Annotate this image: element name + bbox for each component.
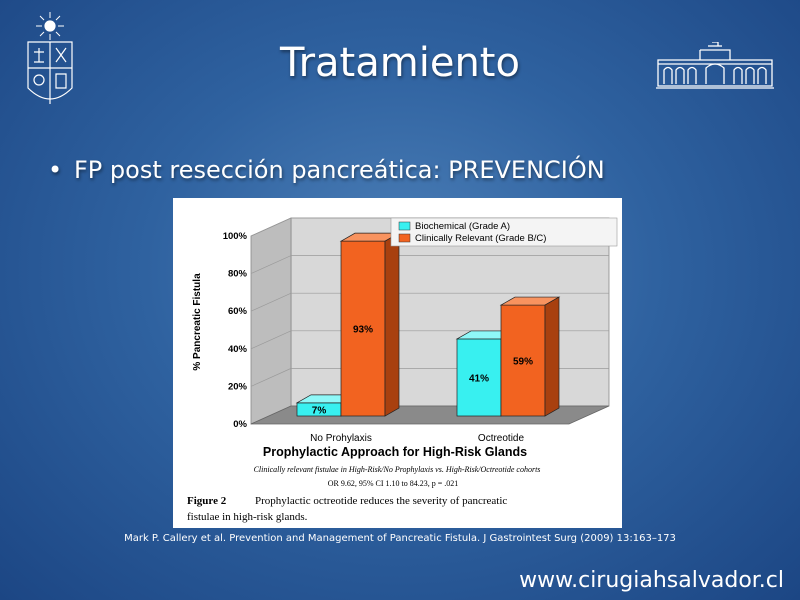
- bar-data-label: 93%: [353, 325, 373, 336]
- chart-side-wall: [250, 217, 292, 425]
- x-axis-ticks: No Prohylaxis Octreotide: [310, 433, 524, 444]
- y-axis-label: % Pancreatic Fistula: [192, 273, 203, 371]
- legend-label-biochemical: Biochemical (Grade A): [415, 221, 510, 232]
- bar-data-label: 59%: [513, 357, 533, 368]
- figure-caption-line-1: Prophylactic octreotide reduces the seve…: [255, 495, 507, 507]
- bar-front: [456, 338, 502, 417]
- chart-title: Prophylactic Approach for High-Risk Glan…: [263, 445, 527, 459]
- chart-legend: Biochemical (Grade A) Clinically Relevan…: [390, 217, 618, 247]
- slide-title: Tratamiento: [280, 40, 520, 86]
- figure-caption-line-2: fistulae in high-risk glands.: [187, 511, 308, 523]
- y-tick-label: 0%: [233, 419, 247, 430]
- bar-front: [500, 304, 546, 417]
- legend-label-clinically-relevant: Clinically Relevant (Grade B/C): [415, 233, 546, 244]
- bullet-text: FP post resección pancreática: PREVENCIÓ…: [74, 156, 605, 184]
- chart-bars: [295, 232, 561, 417]
- bullet-item: • FP post resección pancreática: PREVENCI…: [48, 156, 605, 184]
- y-axis-ticks: 0% 20% 40% 60% 80% 100%: [223, 231, 248, 430]
- reference-citation: Mark P. Callery et al. Prevention and Ma…: [124, 533, 676, 544]
- figure-panel: 0% 20% 40% 60% 80% 100% 7% 93% 41% 59% No Prohyl…: [173, 198, 622, 528]
- legend-swatch-clinically-relevant: [398, 233, 411, 243]
- bar-data-label: 7%: [312, 405, 327, 416]
- university-crest-logo: [27, 12, 73, 104]
- gridline: [250, 292, 609, 312]
- y-tick-label: 100%: [223, 231, 248, 242]
- y-tick-label: 40%: [228, 344, 248, 355]
- gridline: [250, 255, 609, 274]
- y-tick-label: 80%: [228, 269, 248, 280]
- y-tick-label: 20%: [228, 381, 248, 392]
- chart-subtitle: Clinically relevant fistulae in High-Ris…: [254, 465, 541, 474]
- figure-caption-label: Figure 2: [187, 495, 227, 507]
- chart-bar-labels: 7% 93% 41% 59%: [312, 325, 533, 417]
- bar-chart: 0% 20% 40% 60% 80% 100% 7% 93% 41% 59% No Prohyl…: [187, 217, 618, 523]
- bar-side: [544, 296, 560, 417]
- website-url: www.cirugiahsalvador.cl: [519, 568, 784, 593]
- x-tick-label: Octreotide: [478, 433, 525, 444]
- x-tick-label: No Prohylaxis: [310, 433, 372, 444]
- legend-swatch-biochemical: [398, 221, 411, 231]
- bullet-marker: •: [48, 156, 63, 184]
- hospital-building-logo: [656, 42, 774, 89]
- bar-side: [384, 232, 400, 417]
- bar-data-label: 41%: [469, 373, 489, 384]
- chart-stats: OR 9.62, 95% CI 1.10 to 84.23, p = .021: [328, 479, 459, 488]
- y-tick-label: 60%: [228, 306, 248, 317]
